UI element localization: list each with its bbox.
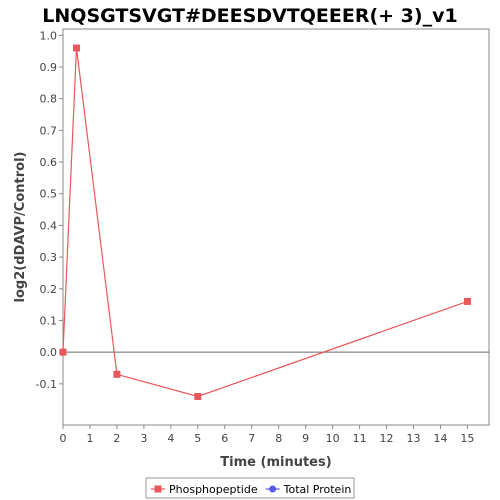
data-point (194, 392, 202, 400)
y-axis-label: log2(dDAVP/Control) (13, 152, 28, 303)
x-tick-label: 6 (221, 432, 228, 445)
y-tick-label: 0.1 (40, 314, 58, 327)
x-tick-label: 1 (86, 432, 93, 445)
data-point (463, 297, 471, 305)
plot-area (62, 28, 490, 426)
x-tick-label: 4 (167, 432, 174, 445)
x-tick-label: 0 (60, 432, 67, 445)
y-tick-label: 0.4 (40, 219, 58, 232)
x-tick-label: 8 (275, 432, 282, 445)
legend-label: Total Protein (283, 483, 352, 496)
y-tick-label: 0.0 (40, 346, 58, 359)
plot-frame (62, 28, 490, 426)
y-tick-label: 0.8 (40, 93, 58, 106)
y-tick-label: 1.0 (40, 29, 58, 42)
x-axis-label: Time (minutes) (220, 455, 331, 470)
chart-title: LNQSGTSVGT#DEESDVTQEEER(+ 3)_v1 (42, 5, 457, 27)
y-tick-label: 0.6 (40, 156, 58, 169)
legend-marker-circle (269, 485, 277, 493)
data-point (59, 348, 67, 356)
x-tick-label: 15 (460, 432, 474, 445)
legend-label: Phosphopeptide (169, 483, 258, 496)
x-tick-label: 14 (433, 432, 447, 445)
x-axis-ticks: 0 1 2 3 4 5 6 7 8 9 10 11 12 13 14 15 (60, 425, 474, 445)
y-tick-label: 0.2 (40, 283, 58, 296)
y-tick-label: 0.3 (40, 251, 58, 264)
y-tick-label: 0.5 (40, 188, 58, 201)
data-point (72, 44, 80, 52)
x-tick-label: 2 (113, 432, 120, 445)
x-tick-label: 12 (380, 432, 394, 445)
x-tick-label: 10 (326, 432, 340, 445)
legend-box (145, 477, 355, 499)
y-axis-ticks: -0.1 0.0 0.1 0.2 0.3 0.4 0.5 0.6 0.7 0.8 0.9 1.0 (36, 29, 63, 391)
y-tick-label: 0.9 (40, 61, 58, 74)
x-tick-label: 9 (302, 432, 309, 445)
legend: Phosphopeptide Total Protein (145, 477, 355, 499)
y-tick-label: 0.7 (40, 124, 58, 137)
x-tick-label: 5 (194, 432, 201, 445)
y-tick-label: -0.1 (36, 378, 57, 391)
x-tick-label: 7 (248, 432, 255, 445)
x-tick-label: 13 (407, 432, 421, 445)
data-point (113, 370, 121, 378)
series-layer (59, 44, 471, 400)
x-tick-label: 3 (140, 432, 147, 445)
legend-marker-square (154, 485, 162, 493)
x-tick-label: 11 (353, 432, 367, 445)
